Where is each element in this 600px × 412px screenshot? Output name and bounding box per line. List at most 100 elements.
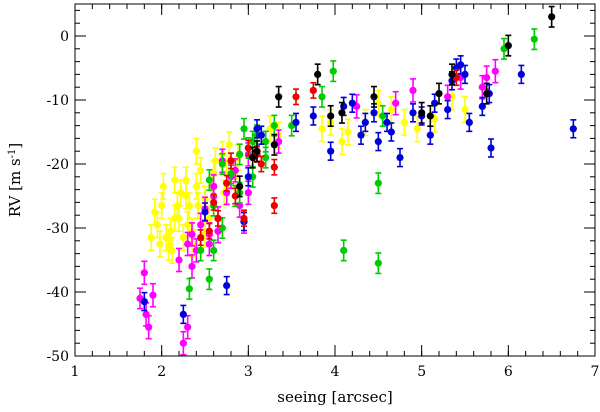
- data-point: [179, 310, 187, 318]
- data-point: [257, 131, 265, 139]
- y-tick-label: 0: [60, 29, 69, 45]
- data-point: [240, 125, 248, 133]
- data-point: [387, 128, 395, 136]
- data-point: [270, 163, 278, 171]
- data-point: [182, 192, 190, 200]
- data-point: [166, 227, 174, 235]
- data-point: [182, 176, 190, 184]
- data-point: [426, 112, 434, 120]
- data-point: [387, 106, 395, 114]
- data-point: [184, 323, 192, 331]
- data-point: [348, 99, 356, 107]
- data-points-layer: [136, 5, 577, 356]
- data-point: [444, 93, 452, 101]
- data-point: [435, 90, 443, 98]
- data-point: [370, 93, 378, 101]
- series-2: [185, 28, 538, 300]
- series-3: [140, 55, 577, 325]
- data-point: [244, 144, 252, 152]
- x-tick-label: 2: [157, 364, 166, 380]
- data-point: [483, 74, 491, 82]
- tick-labels-layer: 1 2 3 4 5 6 7 0 -10 -20 -30 -40 -50: [46, 29, 599, 380]
- data-point: [270, 141, 278, 149]
- data-point: [194, 202, 202, 210]
- data-point: [249, 154, 257, 162]
- data-point: [185, 202, 193, 210]
- data-point: [448, 70, 456, 78]
- y-tick-label: -50: [46, 349, 69, 365]
- data-point: [329, 67, 337, 75]
- data-point: [292, 118, 300, 126]
- data-point: [253, 147, 261, 155]
- data-point: [548, 13, 556, 21]
- data-point: [236, 182, 244, 190]
- data-point: [165, 243, 173, 251]
- data-point: [158, 202, 166, 210]
- data-point: [487, 144, 495, 152]
- data-point: [483, 90, 491, 98]
- y-tick-label: -40: [46, 285, 69, 301]
- data-point: [370, 109, 378, 117]
- data-point: [205, 240, 213, 248]
- data-point: [318, 93, 326, 101]
- data-point: [185, 285, 193, 293]
- data-point: [392, 99, 400, 107]
- data-point: [327, 112, 335, 120]
- data-point: [205, 176, 213, 184]
- data-point: [530, 35, 538, 43]
- data-point: [171, 176, 179, 184]
- y-tick-label: -20: [46, 157, 69, 173]
- data-point: [457, 61, 465, 69]
- y-tick-label: -30: [46, 221, 69, 237]
- data-point: [159, 182, 167, 190]
- y-axis-title: RV [m s-1]: [6, 143, 24, 218]
- data-point: [201, 208, 209, 216]
- data-point: [244, 173, 252, 181]
- x-tick-label: 1: [71, 364, 80, 380]
- data-point: [374, 259, 382, 267]
- data-point: [140, 269, 148, 277]
- axis-ticks-layer: [74, 4, 596, 357]
- y-axis-title-superscript: -1: [7, 149, 18, 159]
- data-point: [361, 118, 369, 126]
- data-point: [205, 275, 213, 283]
- y-axis-title-main: RV [m s: [6, 158, 24, 217]
- data-point: [231, 192, 239, 200]
- data-point: [444, 106, 452, 114]
- data-point: [309, 112, 317, 120]
- data-point: [188, 262, 196, 270]
- data-point: [210, 198, 218, 206]
- data-point: [426, 131, 434, 139]
- data-point: [400, 118, 408, 126]
- x-tick-label: 7: [591, 364, 600, 380]
- data-point: [205, 227, 213, 235]
- data-point: [179, 339, 187, 347]
- data-point: [171, 214, 179, 222]
- data-point: [218, 160, 226, 168]
- data-point: [244, 189, 252, 197]
- data-point: [327, 147, 335, 155]
- data-point: [461, 70, 469, 78]
- data-point: [223, 282, 231, 290]
- data-point: [383, 118, 391, 126]
- data-point: [147, 234, 155, 242]
- series-5: [236, 5, 556, 198]
- data-point: [374, 138, 382, 146]
- data-point: [240, 214, 248, 222]
- data-point: [223, 179, 231, 187]
- data-point: [292, 93, 300, 101]
- data-point: [162, 234, 170, 242]
- data-point: [396, 154, 404, 162]
- series-4: [197, 69, 460, 247]
- y-tick-label: -10: [46, 93, 69, 109]
- x-tick-label: 4: [331, 364, 340, 380]
- data-point: [309, 86, 317, 94]
- data-point: [357, 131, 365, 139]
- data-point: [517, 70, 525, 78]
- data-point: [156, 240, 164, 248]
- data-point: [338, 109, 346, 117]
- data-point: [504, 42, 512, 50]
- x-axis-title: seeing [arcsec]: [277, 388, 392, 406]
- data-point: [409, 86, 417, 94]
